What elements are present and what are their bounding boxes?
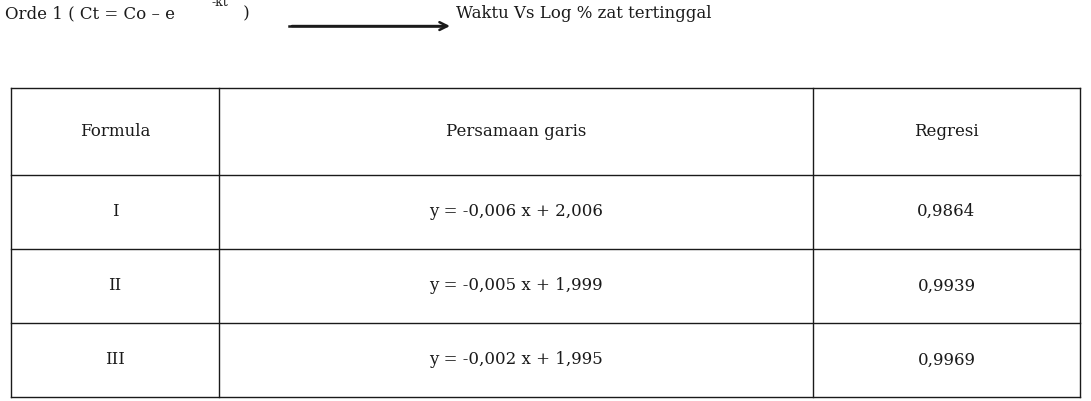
Text: ): ) <box>238 5 255 22</box>
Text: y = -0,005 x + 1,999: y = -0,005 x + 1,999 <box>429 277 603 294</box>
Text: 0,9969: 0,9969 <box>918 351 975 369</box>
Text: 0,9939: 0,9939 <box>918 277 975 294</box>
Text: 0,9864: 0,9864 <box>918 203 975 220</box>
Text: III: III <box>105 351 125 369</box>
Text: y = -0,006 x + 2,006: y = -0,006 x + 2,006 <box>429 203 603 220</box>
Text: -kt: -kt <box>212 0 228 9</box>
Text: y = -0,002 x + 1,995: y = -0,002 x + 1,995 <box>429 351 603 369</box>
Text: Regresi: Regresi <box>914 123 979 140</box>
Text: Waktu Vs Log % zat tertinggal: Waktu Vs Log % zat tertinggal <box>456 5 711 22</box>
Text: Orde 1 ( Ct = Co – e: Orde 1 ( Ct = Co – e <box>5 5 176 22</box>
Text: Formula: Formula <box>80 123 151 140</box>
Text: I: I <box>112 203 119 220</box>
Text: Persamaan garis: Persamaan garis <box>446 123 586 140</box>
Text: II: II <box>108 277 122 294</box>
